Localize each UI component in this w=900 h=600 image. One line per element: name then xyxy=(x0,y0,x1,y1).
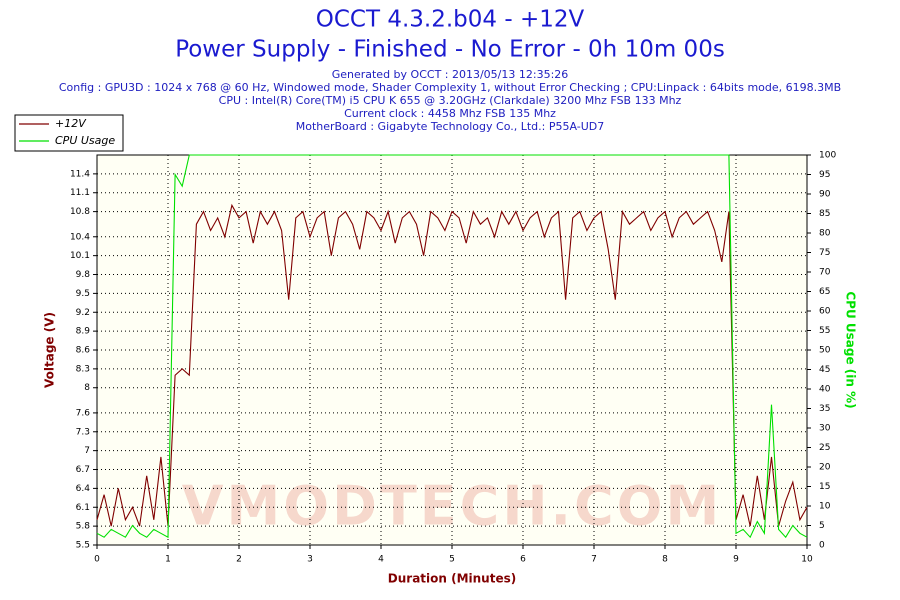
y-axis-title: Voltage (V) xyxy=(43,312,57,388)
legend-label: +12V xyxy=(55,117,87,130)
x-tick-label: 10 xyxy=(801,555,813,565)
y2-tick-label: 55 xyxy=(819,326,830,336)
y2-tick-label: 95 xyxy=(819,170,830,180)
y-tick-label: 7 xyxy=(84,446,90,456)
x-tick-label: 1 xyxy=(165,555,171,565)
y-tick-label: 11.1 xyxy=(70,188,90,198)
x-tick-label: 8 xyxy=(662,555,668,565)
y2-tick-label: 45 xyxy=(819,365,830,375)
y-tick-label: 9.2 xyxy=(76,308,90,318)
info-line: Config : GPU3D : 1024 x 768 @ 60 Hz, Win… xyxy=(59,81,841,94)
y2-axis-title: CPU Usage (in %) xyxy=(844,291,858,408)
y-tick-label: 7.6 xyxy=(76,408,91,418)
x-tick-label: 9 xyxy=(733,555,739,565)
y-tick-label: 9.5 xyxy=(76,289,90,299)
y-tick-label: 10.8 xyxy=(70,207,90,217)
y-tick-label: 6.1 xyxy=(76,503,90,513)
y-tick-label: 8.6 xyxy=(76,346,91,356)
x-tick-label: 5 xyxy=(449,555,455,565)
legend-box xyxy=(14,114,124,152)
y-tick-label: 11.4 xyxy=(70,169,90,179)
y-tick-label: 6.4 xyxy=(76,484,91,494)
x-tick-label: 4 xyxy=(378,555,384,565)
y-tick-label: 8 xyxy=(84,383,90,393)
y2-tick-label: 75 xyxy=(819,248,830,258)
x-tick-label: 3 xyxy=(307,555,313,565)
y2-tick-label: 20 xyxy=(819,463,831,473)
y-tick-label: 5.8 xyxy=(76,522,91,532)
info-line: Current clock : 4458 Mhz FSB 135 Mhz xyxy=(344,107,556,120)
y2-tick-label: 5 xyxy=(819,521,825,531)
y2-tick-label: 70 xyxy=(819,268,831,278)
y-tick-label: 5.5 xyxy=(76,541,90,551)
info-line: Generated by OCCT : 2013/05/13 12:35:26 xyxy=(332,68,569,81)
watermark: VMODTECH.COM xyxy=(182,475,723,538)
chart-title: OCCT 4.3.2.b04 - +12V xyxy=(316,7,585,33)
y2-tick-label: 50 xyxy=(819,346,831,356)
x-tick-label: 6 xyxy=(520,555,526,565)
y-tick-label: 10.1 xyxy=(70,251,90,261)
x-axis-title: Duration (Minutes) xyxy=(388,572,516,586)
series-line xyxy=(96,203,808,527)
y-tick-label: 8.3 xyxy=(76,364,90,374)
y-tick-label: 6.7 xyxy=(76,465,90,475)
y-tick-label: 8.9 xyxy=(76,327,91,337)
y2-tick-label: 30 xyxy=(819,424,831,434)
series-line xyxy=(96,154,808,539)
x-tick-label: 7 xyxy=(591,555,597,565)
y2-tick-label: 90 xyxy=(819,190,831,200)
info-line: CPU : Intel(R) Core(TM) i5 CPU K 655 @ 3… xyxy=(219,94,682,107)
y2-tick-label: 15 xyxy=(819,482,830,492)
legend-label: CPU Usage xyxy=(55,134,115,147)
y2-tick-label: 10 xyxy=(819,502,831,512)
y2-tick-label: 100 xyxy=(819,151,836,161)
chart-subtitle: Power Supply - Finished - No Error - 0h … xyxy=(175,37,725,63)
y2-tick-label: 65 xyxy=(819,287,830,297)
y-tick-label: 10.4 xyxy=(70,232,90,242)
y-tick-label: 7.3 xyxy=(76,427,90,437)
x-tick-label: 0 xyxy=(94,555,100,565)
y2-tick-label: 85 xyxy=(819,209,830,219)
info-line: MotherBoard : Gigabyte Technology Co., L… xyxy=(296,120,605,133)
y2-tick-label: 0 xyxy=(819,541,825,551)
y2-tick-label: 80 xyxy=(819,229,831,239)
x-tick-label: 2 xyxy=(236,555,242,565)
y2-tick-label: 35 xyxy=(819,404,830,414)
y-tick-label: 9.8 xyxy=(76,270,91,280)
y2-tick-label: 40 xyxy=(819,385,831,395)
y2-tick-label: 25 xyxy=(819,443,830,453)
y2-tick-label: 60 xyxy=(819,307,831,317)
